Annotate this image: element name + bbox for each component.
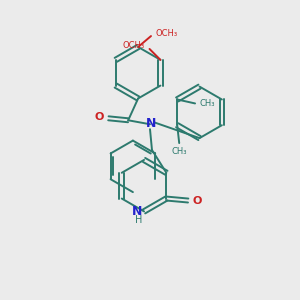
Text: CH₃: CH₃ — [199, 99, 214, 108]
Text: H: H — [135, 215, 142, 225]
Text: O: O — [94, 112, 104, 122]
Text: CH₃: CH₃ — [172, 147, 187, 156]
Text: N: N — [132, 205, 142, 218]
Text: N: N — [146, 117, 156, 130]
Text: O: O — [192, 196, 202, 206]
Text: OCH₃: OCH₃ — [122, 41, 145, 50]
Text: OCH₃: OCH₃ — [156, 28, 178, 38]
